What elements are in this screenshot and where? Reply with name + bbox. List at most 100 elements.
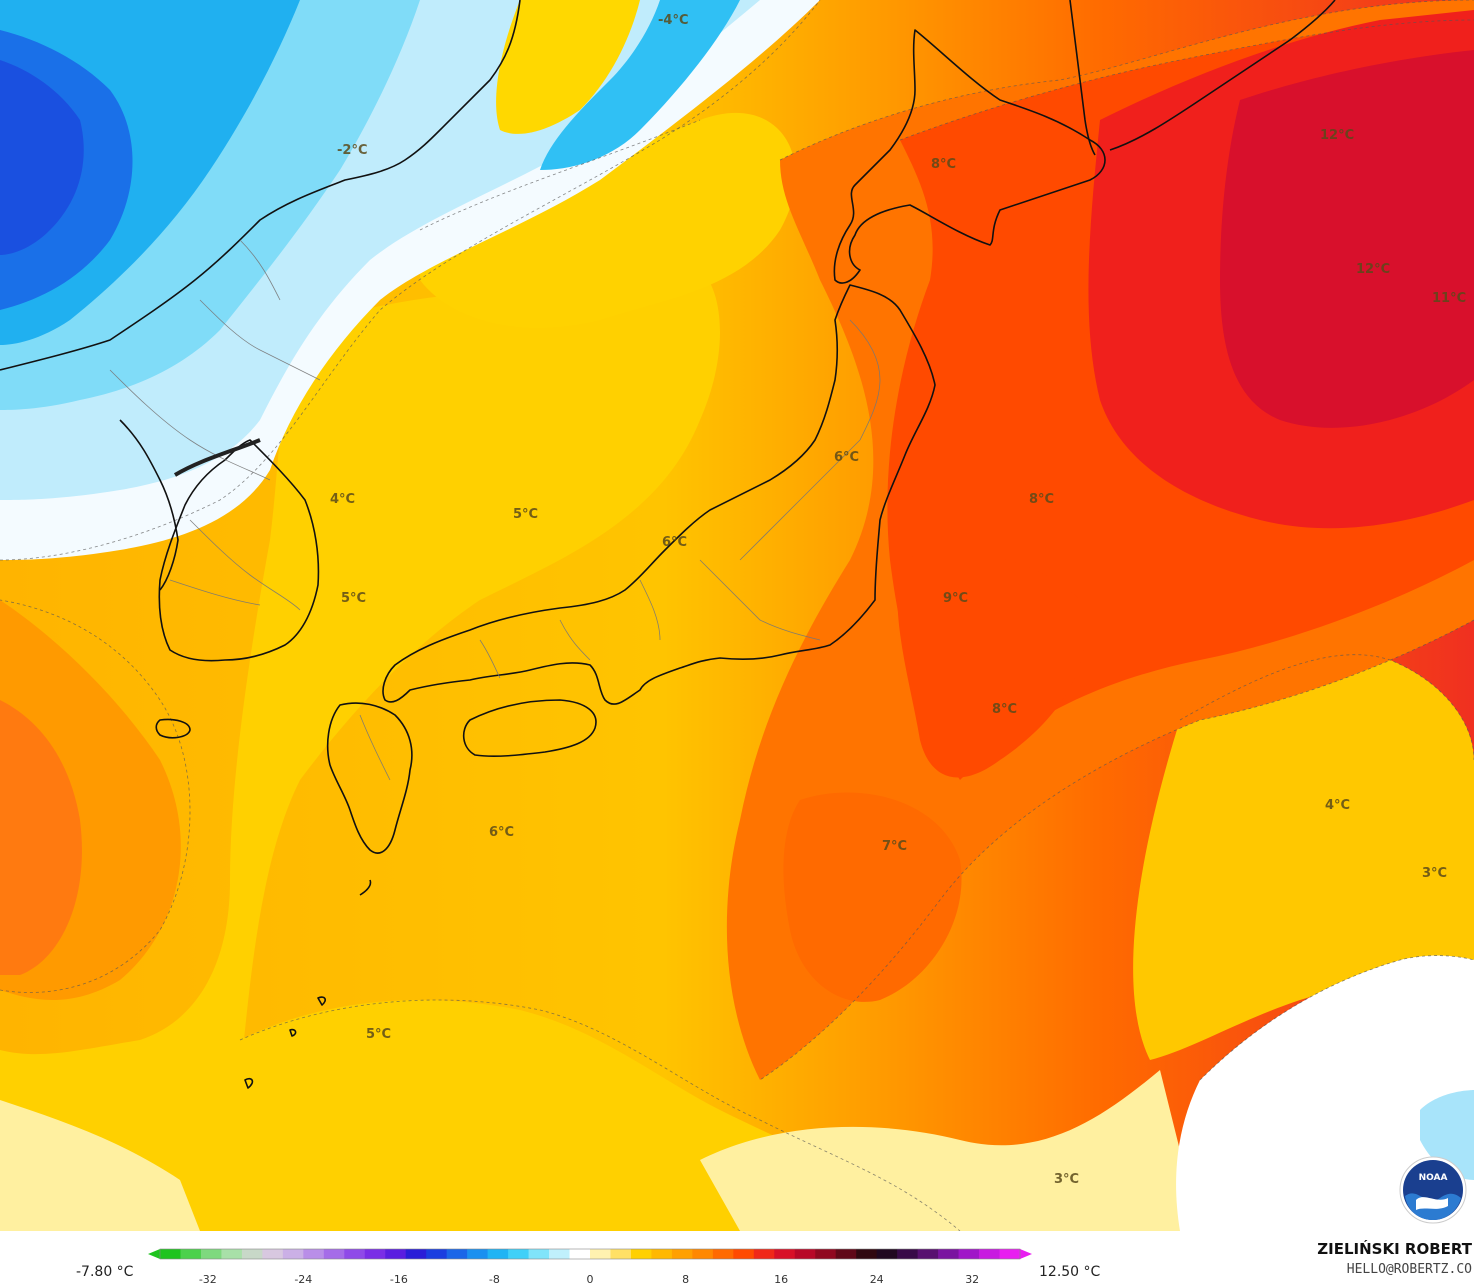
legend-color-step	[528, 1249, 550, 1259]
temperature-zone-south-orange	[783, 792, 962, 1002]
legend-tick-label: 24	[870, 1273, 884, 1286]
legend-tick-label: 32	[965, 1273, 979, 1286]
isotherm-lines	[0, 0, 1474, 1231]
legend-max-arrow	[1020, 1249, 1032, 1259]
legend-color-step	[549, 1249, 571, 1259]
legend-color-step	[364, 1249, 386, 1259]
legend-color-step	[651, 1249, 673, 1259]
legend-color-step	[610, 1249, 632, 1259]
legend-tick-label: 16	[774, 1273, 788, 1286]
temperature-zone-central-yellow	[0, 254, 720, 1231]
temp-label: 6°C	[834, 450, 859, 465]
legend-color-step	[917, 1249, 939, 1259]
legend-color-step	[999, 1249, 1021, 1259]
temp-label: 8°C	[931, 157, 956, 172]
legend-tick-label: -24	[294, 1273, 312, 1286]
legend-color-step	[385, 1249, 407, 1259]
legend-color-step	[794, 1249, 816, 1259]
temp-label: 5°C	[341, 591, 366, 606]
legend-color-step	[815, 1249, 837, 1259]
temp-label: 12°C	[1320, 128, 1354, 143]
temperature-zone-north-yellow	[420, 112, 796, 328]
legend-color-step	[856, 1249, 878, 1259]
temp-label: 8°C	[1029, 492, 1054, 507]
temperature-zone-white-southeast	[1176, 955, 1474, 1231]
legend-color-step	[590, 1249, 611, 1259]
legend-color-step	[671, 1249, 693, 1259]
temperature-map: -4°C -2°C 12°C 8°C 12°C 11°C 6°C 4°C 5°C…	[0, 0, 1474, 1231]
temp-label: 7°C	[882, 839, 907, 854]
legend-color-step	[241, 1249, 263, 1259]
legend-color-step	[323, 1249, 345, 1259]
legend-color-step	[938, 1249, 960, 1259]
legend-tick-label: -16	[390, 1273, 408, 1286]
legend-color-step	[630, 1249, 652, 1259]
legend-color-step	[303, 1249, 325, 1259]
temp-label: 6°C	[662, 535, 687, 550]
color-legend: -7.80 °C -32 -24 -16 -8 0 8 16 24 32 12.50 °C	[0, 1231, 1474, 1287]
legend-color-step	[405, 1249, 427, 1259]
temperature-zone-west-orange	[0, 700, 82, 975]
noaa-logo-text: NOAA	[1419, 1173, 1448, 1183]
admin-boundaries	[109, 239, 881, 781]
legend-color-step	[753, 1249, 775, 1259]
border-thick	[173, 438, 261, 477]
coastlines	[0, 0, 1336, 1089]
legend-color-step	[344, 1249, 366, 1259]
legend-color-step	[221, 1249, 243, 1259]
temp-label: 12°C	[1356, 262, 1390, 277]
author-email[interactable]: HELLO@ROBERTZ.CO	[1346, 1262, 1472, 1277]
legend-colorbar	[148, 1248, 1032, 1260]
legend-max-label: 12.50 °C	[1039, 1264, 1101, 1280]
temp-label: 4°C	[330, 492, 355, 507]
temperature-zone-north-yellow-strip	[496, 0, 640, 134]
temp-label: 6°C	[489, 825, 514, 840]
legend-tick-label: -32	[199, 1273, 217, 1286]
temperature-zone-pale-yellow-sw	[0, 1100, 200, 1231]
legend-min-arrow	[148, 1249, 160, 1259]
noaa-logo: NOAA	[1399, 1156, 1467, 1224]
temperature-zone-mid-red	[897, 552, 1086, 778]
legend-color-step	[876, 1249, 898, 1259]
temp-label: 11°C	[1432, 291, 1466, 306]
temperature-zone-southeast-yellow	[1133, 654, 1474, 1060]
temp-label: 5°C	[366, 1027, 391, 1042]
legend-min-label: -7.80 °C	[76, 1264, 134, 1280]
temperature-zone-pale-yellow-south	[700, 1070, 1200, 1231]
legend-tick-label: -8	[489, 1273, 500, 1286]
legend-color-step	[712, 1249, 734, 1259]
legend-color-step	[487, 1249, 509, 1259]
temp-label: 9°C	[943, 591, 968, 606]
temp-label: 3°C	[1422, 866, 1447, 881]
temp-label: -4°C	[658, 13, 688, 28]
legend-ticks: -32 -24 -16 -8 0 8 16 24 32	[199, 1273, 979, 1286]
legend-tick-label: 0	[587, 1273, 594, 1286]
temp-label: 3°C	[1054, 1172, 1079, 1187]
legend-color-step	[897, 1249, 919, 1259]
legend-color-step	[569, 1249, 591, 1259]
legend-color-step	[774, 1249, 796, 1259]
legend-color-step	[508, 1249, 530, 1259]
legend-color-step	[979, 1249, 1001, 1259]
legend-tick-label: 8	[682, 1273, 689, 1286]
legend-color-step	[180, 1249, 202, 1259]
temp-label: 8°C	[992, 702, 1017, 717]
legend-color-step	[692, 1249, 714, 1259]
temperature-labels: -4°C -2°C 12°C 8°C 12°C 11°C 6°C 4°C 5°C…	[330, 13, 1466, 1187]
legend-color-step	[426, 1249, 448, 1259]
legend-color-step	[446, 1249, 468, 1259]
temperature-zone-east-crimson	[1220, 50, 1474, 428]
temp-label: 4°C	[1325, 798, 1350, 813]
legend-color-step	[467, 1249, 489, 1259]
legend-color-step	[262, 1249, 284, 1259]
temperature-zone-northwest-dark-blue	[0, 60, 84, 255]
legend-color-step	[958, 1249, 980, 1259]
legend-color-step	[160, 1249, 181, 1259]
legend-color-step	[200, 1249, 222, 1259]
legend-color-step	[282, 1249, 304, 1259]
legend-color-step	[733, 1249, 755, 1259]
legend-color-step	[835, 1249, 857, 1259]
temperature-zone-north-cyan-strip	[540, 0, 740, 170]
temp-label: -2°C	[337, 143, 367, 158]
legend-frame	[159, 1248, 1021, 1260]
